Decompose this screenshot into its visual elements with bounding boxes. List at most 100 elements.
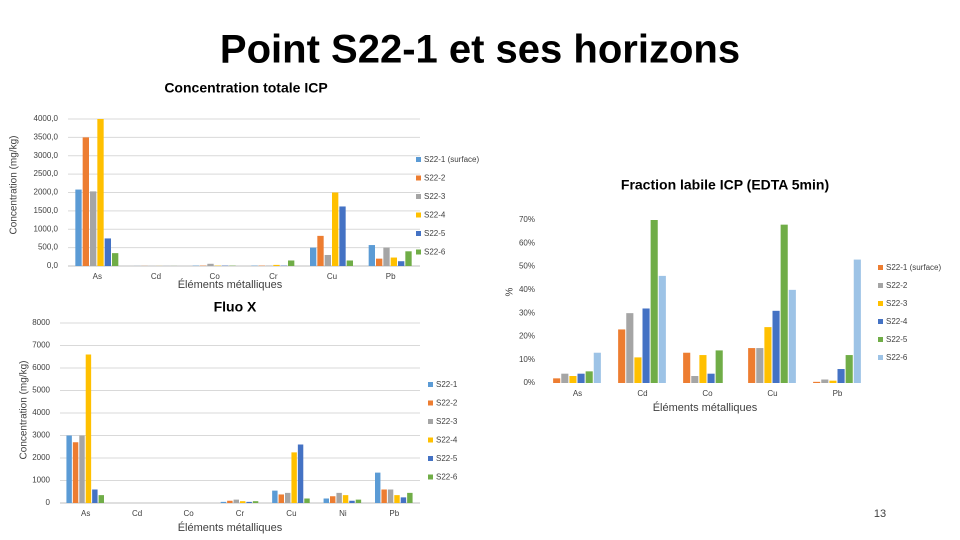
x-tick-label: Co (702, 389, 713, 398)
legend-label: S22-1 (surface) (424, 155, 479, 164)
legend-swatch (878, 283, 883, 288)
legend-swatch (428, 419, 433, 424)
bar (342, 495, 349, 503)
bar (330, 496, 336, 503)
bar (207, 263, 214, 266)
legend-label: S22-3 (424, 192, 446, 201)
y-tick-label: 0,0 (47, 261, 59, 270)
bar (339, 206, 346, 266)
x-axis-title: Éléments métalliques (178, 521, 283, 534)
legend-swatch (428, 400, 433, 406)
bar (324, 254, 331, 266)
bar (252, 501, 259, 503)
bar (376, 258, 383, 266)
bar (349, 500, 355, 503)
bar (227, 500, 233, 503)
bar (346, 260, 353, 266)
bar (82, 137, 89, 266)
y-tick-label: 10% (519, 355, 535, 364)
legend-label: S22-2 (886, 281, 908, 290)
legend-label: S22-6 (436, 473, 458, 482)
x-tick-label: As (93, 272, 102, 281)
bar (569, 376, 577, 383)
x-tick-label: Cd (637, 389, 647, 398)
bar (273, 264, 280, 266)
legend-label: S22-6 (424, 248, 446, 257)
bar (297, 444, 304, 503)
y-tick-label: 8000 (32, 318, 50, 327)
bar (79, 435, 85, 503)
bar (387, 489, 394, 503)
bar (394, 495, 400, 503)
bar (72, 442, 79, 503)
bar (748, 348, 756, 383)
bar (634, 357, 642, 383)
x-tick-label: Co (183, 509, 194, 518)
bar (650, 220, 658, 383)
bar (845, 355, 853, 383)
legend-label: S22-5 (436, 454, 458, 463)
legend-label: S22-3 (886, 299, 908, 308)
legend-label: S22-4 (424, 211, 446, 220)
y-tick-label: 4000,0 (34, 114, 59, 123)
bar (288, 260, 295, 266)
y-tick-label: 2000,0 (34, 188, 59, 197)
y-axis-title: Concentration (mg/kg) (19, 361, 30, 460)
bar (405, 251, 412, 266)
y-tick-label: 7000 (32, 341, 50, 350)
bar (829, 380, 837, 383)
x-axis-title: Éléments métalliques (653, 401, 758, 414)
x-tick-label: Pb (386, 272, 396, 281)
legend-swatch (428, 437, 433, 443)
legend-swatch (428, 456, 433, 461)
bar (756, 348, 764, 383)
chart-title: Fraction labile ICP (EDTA 5min) (621, 177, 829, 193)
bar (561, 373, 569, 383)
legend-label: S22-6 (886, 353, 908, 362)
bar (304, 498, 310, 503)
y-tick-label: 30% (519, 308, 535, 317)
legend-label: S22-2 (436, 399, 458, 408)
y-tick-label: 3000,0 (34, 151, 59, 160)
bar (585, 371, 593, 383)
bar (375, 472, 381, 503)
bar (837, 369, 845, 383)
bar (323, 498, 329, 503)
bar (383, 247, 390, 266)
bar (97, 119, 104, 266)
bar (780, 224, 788, 383)
legend-label: S22-5 (424, 229, 446, 238)
y-tick-label: 60% (519, 238, 535, 247)
bar (764, 327, 772, 383)
bar (112, 253, 119, 266)
bar (691, 376, 699, 383)
bar (699, 355, 707, 383)
bar (626, 313, 634, 383)
y-tick-label: 1500,0 (34, 206, 59, 215)
x-tick-label: Cd (151, 272, 161, 281)
bar (66, 435, 72, 503)
legend-label: S22-3 (436, 417, 458, 426)
bar (355, 499, 362, 503)
legend-swatch (428, 474, 433, 480)
legend-swatch (878, 265, 883, 270)
legend-swatch (428, 382, 433, 387)
y-tick-label: 50% (519, 262, 535, 271)
bar (772, 310, 780, 383)
bar (104, 238, 111, 266)
bar (272, 490, 278, 503)
slide-title: Point S22-1 et ses horizons (220, 28, 740, 72)
x-tick-label: Cu (767, 389, 777, 398)
bar (618, 329, 626, 383)
bar (853, 259, 861, 383)
y-tick-label: 3000 (32, 431, 50, 440)
bar (813, 381, 821, 383)
y-tick-label: 2000 (32, 453, 50, 462)
bar (85, 354, 92, 503)
bar (368, 245, 375, 266)
bar (821, 379, 829, 383)
bar (593, 352, 601, 383)
legend-swatch (878, 337, 883, 342)
y-tick-label: 70% (519, 215, 535, 224)
bar (577, 373, 585, 383)
